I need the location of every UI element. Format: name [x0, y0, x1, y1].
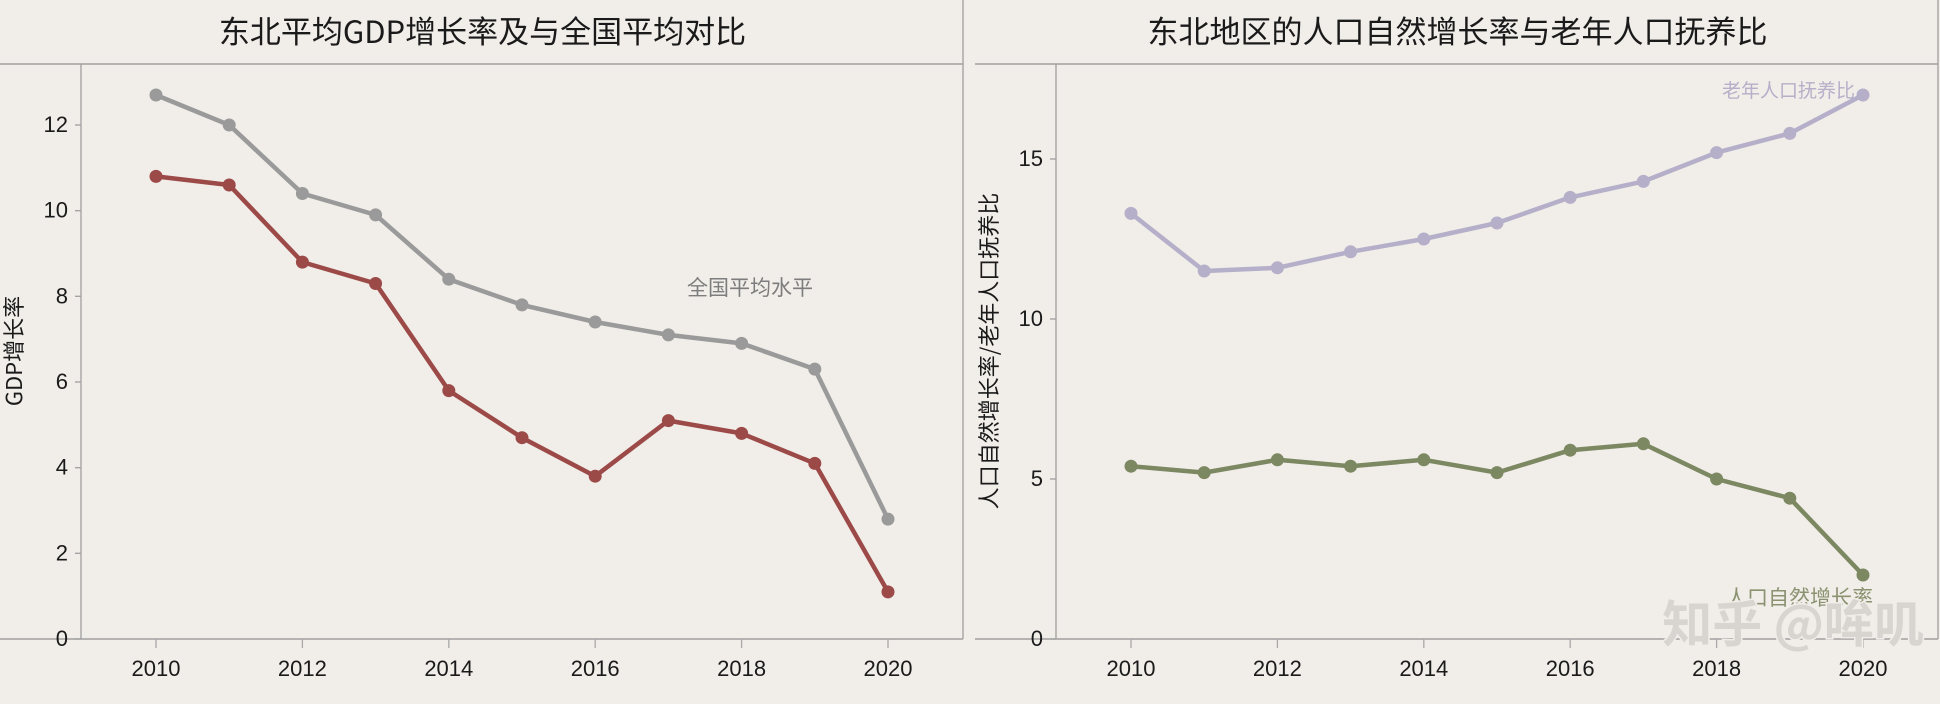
svg-text:10: 10: [44, 198, 68, 223]
svg-text:全国平均水平: 全国平均水平: [687, 272, 813, 302]
svg-text:GDP增长率: GDP增长率: [0, 296, 29, 406]
svg-text:知乎 @哞叽: 知乎 @哞叽: [1662, 585, 1924, 657]
svg-text:2: 2: [56, 540, 68, 565]
svg-text:5: 5: [1031, 466, 1043, 491]
svg-text:2018: 2018: [1692, 656, 1741, 681]
svg-text:2010: 2010: [132, 656, 181, 681]
svg-text:2012: 2012: [1253, 656, 1302, 681]
svg-text:2014: 2014: [424, 656, 473, 681]
svg-text:2010: 2010: [1107, 656, 1156, 681]
svg-text:2016: 2016: [571, 656, 620, 681]
svg-text:0: 0: [1031, 626, 1043, 651]
svg-text:0: 0: [56, 626, 68, 651]
svg-text:2014: 2014: [1399, 656, 1448, 681]
svg-text:2020: 2020: [864, 656, 913, 681]
svg-text:人口自然增长率/老年人口抚养比: 人口自然增长率/老年人口抚养比: [975, 193, 1004, 510]
svg-text:15: 15: [1019, 146, 1043, 171]
svg-text:4: 4: [56, 455, 68, 480]
svg-text:10: 10: [1019, 306, 1043, 331]
svg-text:老年人口抚养比: 老年人口抚养比: [1722, 76, 1855, 103]
svg-text:2018: 2018: [717, 656, 766, 681]
svg-text:8: 8: [56, 283, 68, 308]
svg-text:6: 6: [56, 369, 68, 394]
svg-text:2012: 2012: [278, 656, 327, 681]
svg-text:12: 12: [44, 112, 68, 137]
svg-text:2020: 2020: [1839, 656, 1888, 681]
svg-text:2016: 2016: [1546, 656, 1595, 681]
